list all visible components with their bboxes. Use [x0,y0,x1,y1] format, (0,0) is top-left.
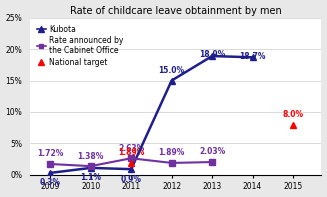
Text: 1.89%: 1.89% [118,148,144,157]
Legend: Kubota, Rate announced by
the Cabinet Office, National target: Kubota, Rate announced by the Cabinet Of… [34,21,127,70]
Text: 1.1%: 1.1% [80,173,101,182]
Text: 8.0%: 8.0% [283,110,304,119]
Text: 1.72%: 1.72% [37,150,63,158]
Title: Rate of childcare leave obtainment by men: Rate of childcare leave obtainment by me… [70,6,282,16]
Text: 1.38%: 1.38% [77,151,104,161]
Text: 18.9%: 18.9% [199,50,225,59]
Text: 2.03%: 2.03% [199,148,225,156]
Text: 18.7%: 18.7% [239,52,266,61]
Text: 2.63%: 2.63% [118,144,144,153]
Text: 15.0%: 15.0% [159,66,185,75]
Text: 0.3%: 0.3% [40,178,61,188]
Text: 0.9%: 0.9% [121,175,142,184]
Text: 1.89%: 1.89% [159,148,185,157]
